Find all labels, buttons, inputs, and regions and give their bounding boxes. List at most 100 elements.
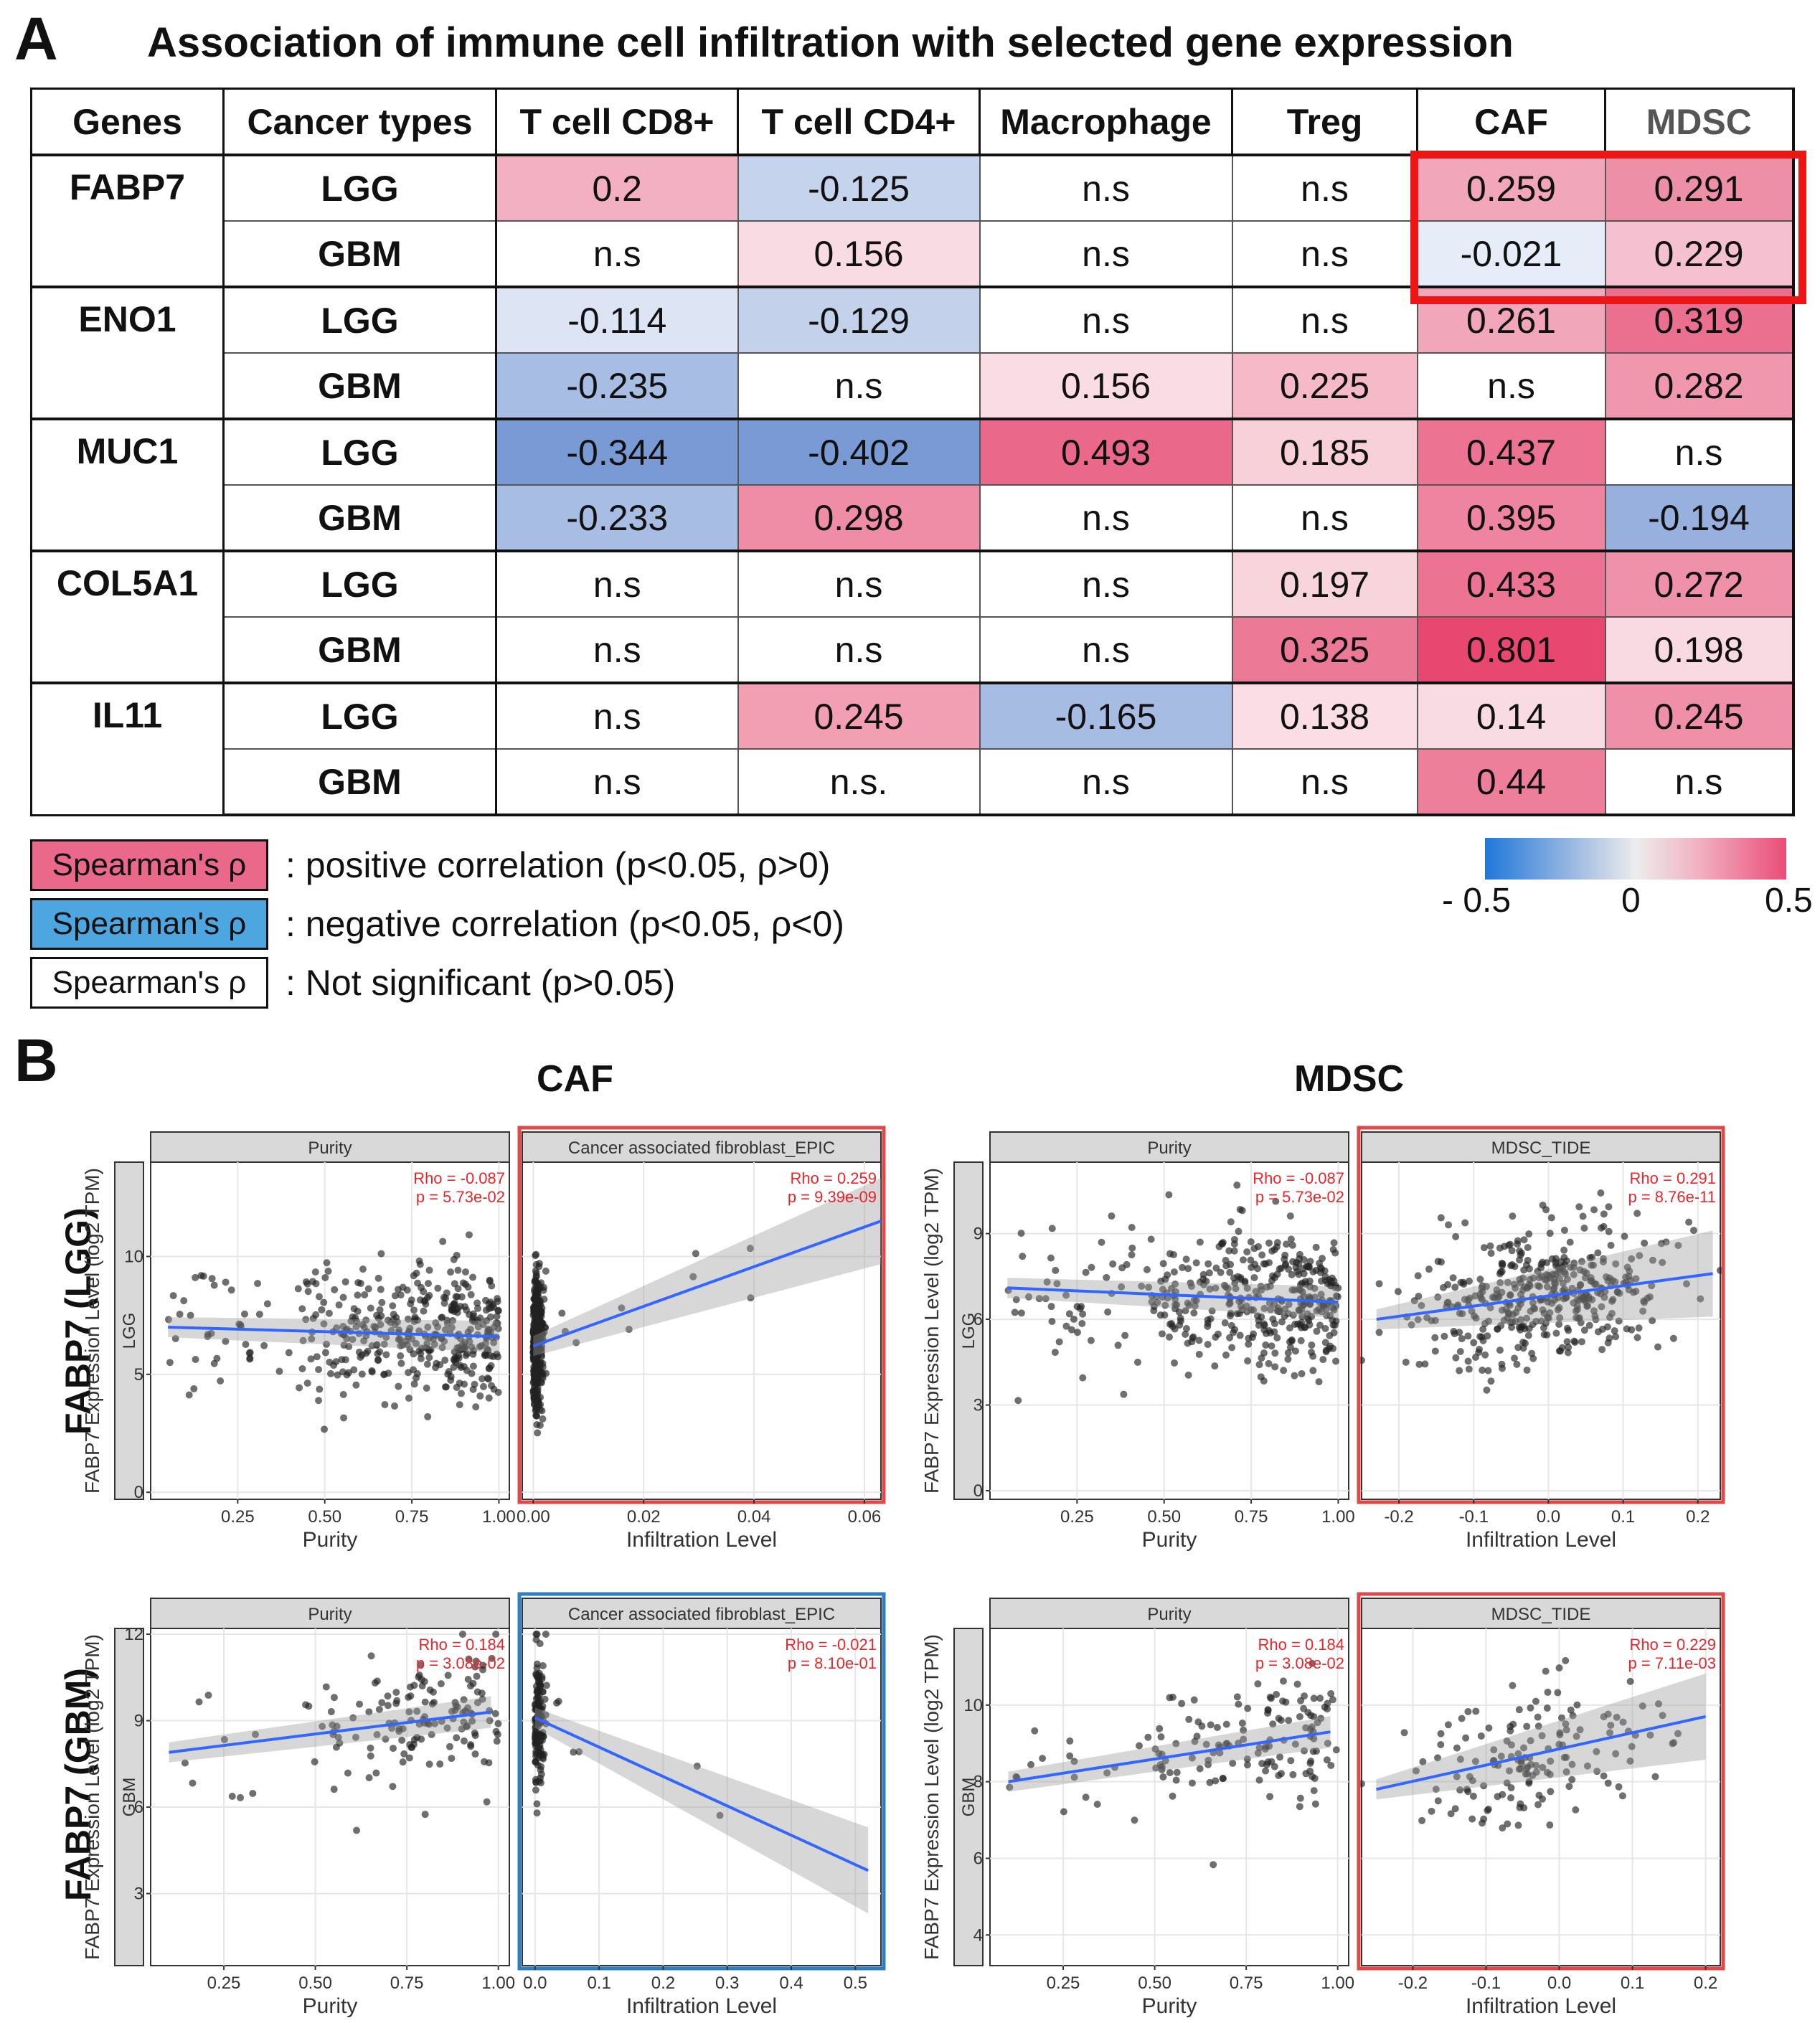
data-point (373, 1731, 381, 1739)
facet-title: Purity (308, 1605, 352, 1624)
y-axis-label: FABP7 Expression Level (log2 TPM) (920, 1634, 943, 1960)
data-point (1284, 1355, 1292, 1363)
data-point (1476, 1275, 1484, 1283)
data-point (1562, 1768, 1570, 1776)
correlation-cell: 0.2 (495, 154, 739, 222)
x-tick-label: 0.2 (651, 1974, 675, 1993)
data-point (325, 1309, 333, 1317)
panel-a-title: Association of immune cell infiltration … (147, 19, 1514, 66)
table-row: GBM -0.233 0.298 n.s n.s 0.395 -0.194 (32, 484, 1795, 552)
correlation-cell: -0.125 (737, 154, 981, 222)
data-point (1148, 1298, 1156, 1306)
data-point (1511, 1263, 1519, 1270)
data-point (384, 1702, 392, 1710)
data-point (1612, 1333, 1620, 1341)
fit-line (1008, 1730, 1331, 1783)
data-point (490, 1339, 498, 1347)
data-point (1471, 1292, 1479, 1300)
data-point (1503, 1737, 1511, 1745)
data-point (1539, 1258, 1547, 1266)
data-point (1594, 1249, 1602, 1257)
data-point (456, 1401, 463, 1409)
data-point (1238, 1720, 1246, 1727)
data-point (1511, 1354, 1519, 1362)
data-point (1093, 1801, 1101, 1809)
data-point (479, 1666, 487, 1674)
data-point (1316, 1321, 1324, 1329)
data-point (1456, 1347, 1464, 1355)
data-point (492, 1631, 500, 1638)
data-point (1605, 1227, 1613, 1235)
data-point (1445, 1221, 1453, 1229)
data-point (1312, 1243, 1320, 1251)
data-point (471, 1750, 479, 1758)
data-point (1296, 1250, 1303, 1258)
data-point (1204, 1322, 1212, 1330)
data-point (1456, 1755, 1464, 1763)
data-point (1275, 1771, 1283, 1779)
data-point (1051, 1349, 1059, 1357)
rho-label: Rho = 0.184 (419, 1636, 505, 1654)
data-point (1301, 1747, 1309, 1755)
data-point (1098, 1238, 1105, 1246)
data-point (1235, 1700, 1243, 1708)
data-point (1531, 1305, 1539, 1313)
data-point (397, 1291, 405, 1299)
data-point (305, 1702, 313, 1710)
data-point (411, 1314, 419, 1321)
data-point (494, 1319, 501, 1327)
data-point (358, 1351, 366, 1359)
data-point (176, 1311, 184, 1319)
data-point (478, 1695, 486, 1703)
correlation-cell: n.s (1231, 220, 1418, 288)
data-point (1327, 1278, 1335, 1286)
data-point (424, 1280, 432, 1288)
data-point (391, 1292, 399, 1300)
data-point (1185, 1715, 1193, 1723)
data-point (1177, 1314, 1184, 1322)
data-point (1006, 1783, 1014, 1791)
data-point (1066, 1737, 1074, 1745)
data-point (1319, 1255, 1326, 1263)
data-point (1262, 1767, 1270, 1775)
fit-line (534, 1716, 869, 1872)
data-point (1067, 1326, 1075, 1334)
data-point (456, 1380, 463, 1387)
correlation-cell: n.s (1604, 418, 1795, 486)
cancer-type-cell: GBM (222, 352, 497, 420)
data-point (425, 1266, 433, 1274)
y-tick-label: 0 (134, 1483, 143, 1502)
data-point (275, 1367, 283, 1375)
data-point (1286, 1344, 1294, 1352)
rho-label: Rho = 0.184 (1258, 1636, 1344, 1654)
data-point (1312, 1748, 1320, 1755)
p-value-label: p = 5.73e-02 (1255, 1188, 1344, 1206)
data-point (1167, 1285, 1175, 1293)
data-point (392, 1689, 400, 1697)
data-point (1573, 1701, 1581, 1709)
data-point (1284, 1349, 1292, 1357)
data-point (1204, 1341, 1212, 1349)
column-header: Cancer types (222, 88, 497, 156)
legend-swatch-not-significant: Spearman's ρ (30, 957, 268, 1009)
data-point (263, 1300, 271, 1308)
cancer-type-cell: LGG (222, 286, 497, 354)
data-point (575, 1748, 583, 1755)
data-point (1228, 1344, 1236, 1352)
data-point (1453, 1744, 1461, 1752)
data-point (213, 1354, 221, 1362)
data-point (1171, 1295, 1179, 1303)
data-point (1497, 1753, 1505, 1760)
correlation-cell: 0.229 (1604, 220, 1795, 288)
data-point (1524, 1244, 1532, 1252)
y-tick-label: 3 (134, 1885, 143, 1904)
data-point (404, 1315, 412, 1323)
data-point (532, 1404, 540, 1412)
data-point (398, 1736, 406, 1744)
data-point (1519, 1322, 1527, 1330)
data-point (1047, 1303, 1055, 1311)
data-point (1295, 1306, 1303, 1314)
legend-swatch-positive: Spearman's ρ (30, 839, 268, 891)
y-tick-label: 6 (973, 1310, 983, 1329)
data-point (313, 1353, 321, 1361)
